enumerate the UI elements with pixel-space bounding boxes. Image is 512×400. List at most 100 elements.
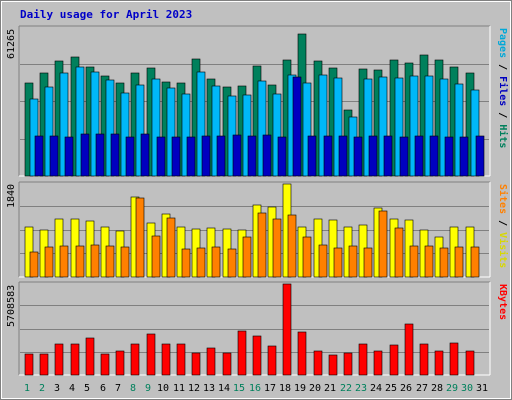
hits-files-pages-bar-pages-day-2: [49, 135, 59, 177]
kbytes-bar-kbytes-day-21: [328, 354, 338, 376]
hits-files-pages-bar-pages-day-10: [171, 136, 181, 177]
hits-files-pages-bar-pages-day-20: [323, 135, 333, 177]
visits-sites-bar-sites-day-22: [348, 245, 358, 278]
hits-files-pages-bar-files-day-4: [75, 66, 85, 177]
visits-sites-bar-sites-day-10: [166, 217, 176, 278]
day-label-16: 16: [248, 383, 262, 394]
kbytes-bar-kbytes-day-27: [419, 343, 429, 376]
visits-sites-bar-sites-day-21: [333, 247, 343, 278]
kbytes-bar-kbytes-day-7: [115, 350, 125, 376]
hits-files-pages-bar-pages-day-1: [34, 135, 44, 177]
hits-files-pages-bar-files-day-21: [333, 77, 343, 177]
hits-files-pages-bar-pages-day-5: [95, 133, 105, 177]
kbytes-bar-kbytes-day-14: [222, 352, 232, 376]
day-label-26: 26: [399, 383, 413, 394]
hits-files-pages-bar-files-day-13: [211, 85, 221, 177]
hits-files-pages-bar-pages-day-29: [459, 136, 469, 177]
hits-files-pages-bar-pages-day-24: [383, 135, 393, 177]
visits-sites-bar-sites-day-20: [318, 244, 328, 278]
legend-hits: Hits: [497, 124, 508, 149]
kbytes-bar-kbytes-day-6: [100, 353, 110, 376]
day-label-27: 27: [415, 383, 429, 394]
day-label-28: 28: [430, 383, 444, 394]
visits-sites-bar-sites-day-1: [29, 251, 39, 278]
hits-files-pages-bar-pages-day-30: [475, 135, 485, 177]
day-label-9: 9: [144, 383, 152, 394]
visits-sites-bar-sites-day-5: [90, 244, 100, 278]
hits-files-pages-bar-pages-day-27: [429, 135, 439, 177]
kbytes-bar-kbytes-day-8: [130, 343, 140, 376]
day-label-13: 13: [202, 383, 216, 394]
legend-files: Files: [497, 76, 508, 107]
visits-sites-panel: [18, 181, 491, 278]
hits-axis-max-label: 61265: [6, 28, 17, 59]
hits-files-pages-bar-pages-day-4: [80, 133, 90, 177]
hits-files-pages-bar-files-day-12: [196, 71, 206, 177]
day-label-3: 3: [53, 383, 61, 394]
hits-files-pages-bar-files-day-8: [135, 84, 145, 177]
visits-sites-bar-sites-day-15: [242, 236, 252, 278]
hits-files-pages-bar-pages-day-6: [110, 133, 120, 177]
hits-files-pages-bar-pages-day-15: [247, 135, 257, 177]
day-label-30: 30: [460, 383, 474, 394]
hits-files-pages-bar-files-day-10: [166, 87, 176, 177]
kbytes-bar-kbytes-day-3: [54, 343, 64, 376]
visits-sites-bar-sites-day-25: [394, 227, 404, 278]
visits-legend-label: Sites / Visits: [497, 184, 508, 268]
hits-files-pages-bar-files-day-17: [272, 93, 282, 177]
kbytes-bar-kbytes-day-5: [85, 337, 95, 376]
visits-sites-bar-sites-day-4: [75, 245, 85, 278]
hits-files-pages-bar-pages-day-11: [186, 136, 196, 177]
hits-files-pages-bar-files-day-24: [378, 76, 388, 177]
day-label-8: 8: [129, 383, 137, 394]
hits-files-pages-bar-files-day-30: [470, 89, 480, 177]
visits-sites-bar-sites-day-16: [257, 212, 267, 278]
hits-files-pages-bar-pages-day-25: [399, 136, 409, 177]
legend-sites: Sites: [497, 184, 508, 215]
kbytes-bar-kbytes-day-17: [267, 345, 277, 376]
kbytes-bar-kbytes-day-1: [24, 353, 34, 376]
hits-files-pages-bar-files-day-11: [181, 93, 191, 177]
hits-files-pages-bar-pages-day-26: [414, 135, 424, 177]
kbytes-bar-kbytes-day-26: [404, 323, 414, 376]
visits-sites-bar-sites-day-18: [287, 214, 297, 278]
kbytes-bar-kbytes-day-20: [313, 350, 323, 376]
hits-files-pages-bar-files-day-19: [302, 82, 312, 177]
kbytes-bar-kbytes-day-30: [465, 350, 475, 376]
hits-files-pages-bar-pages-day-21: [338, 135, 348, 177]
legend-visits: Visits: [497, 232, 508, 269]
visits-sites-bar-sites-day-24: [378, 210, 388, 278]
visits-sites-bar-sites-day-6: [105, 245, 115, 278]
kbytes-bar-kbytes-day-28: [434, 350, 444, 376]
kbytes-bar-kbytes-day-18: [282, 283, 292, 376]
day-label-12: 12: [187, 383, 201, 394]
visits-sites-bar-sites-day-2: [44, 246, 54, 278]
day-label-5: 5: [83, 383, 91, 394]
visits-sites-bar-sites-day-26: [409, 245, 419, 278]
panels-layer: [18, 25, 491, 376]
kbytes-bar-kbytes-day-11: [176, 343, 186, 376]
day-label-15: 15: [232, 383, 246, 394]
hits-files-pages-bar-pages-day-23: [368, 135, 378, 177]
kbytes-bar-kbytes-day-10: [161, 343, 171, 376]
hits-files-pages-bar-pages-day-17: [277, 136, 287, 177]
hits-files-pages-bar-pages-day-28: [444, 136, 454, 177]
hits-files-pages-bar-files-day-5: [90, 71, 100, 177]
kbytes-legend-label: KBytes: [497, 284, 508, 320]
day-label-17: 17: [263, 383, 277, 394]
hits-files-pages-bar-pages-day-8: [140, 133, 150, 177]
hits-files-pages-bar-pages-day-16: [262, 134, 272, 177]
legend-pages: Pages: [497, 28, 508, 59]
hits-files-pages-bar-files-day-2: [44, 86, 54, 177]
kbytes-panel: [18, 281, 491, 376]
day-label-14: 14: [217, 383, 231, 394]
visits-sites-bar-sites-day-9: [151, 235, 161, 278]
day-label-11: 11: [172, 383, 186, 394]
hits-files-pages-bar-files-day-27: [424, 75, 434, 177]
kbytes-bar-kbytes-day-15: [237, 330, 247, 376]
visits-sites-bar-sites-day-30: [470, 246, 480, 278]
day-label-19: 19: [293, 383, 307, 394]
hits-files-pages-bar-pages-day-3: [64, 136, 74, 177]
kbytes-bar-kbytes-day-12: [191, 352, 201, 376]
